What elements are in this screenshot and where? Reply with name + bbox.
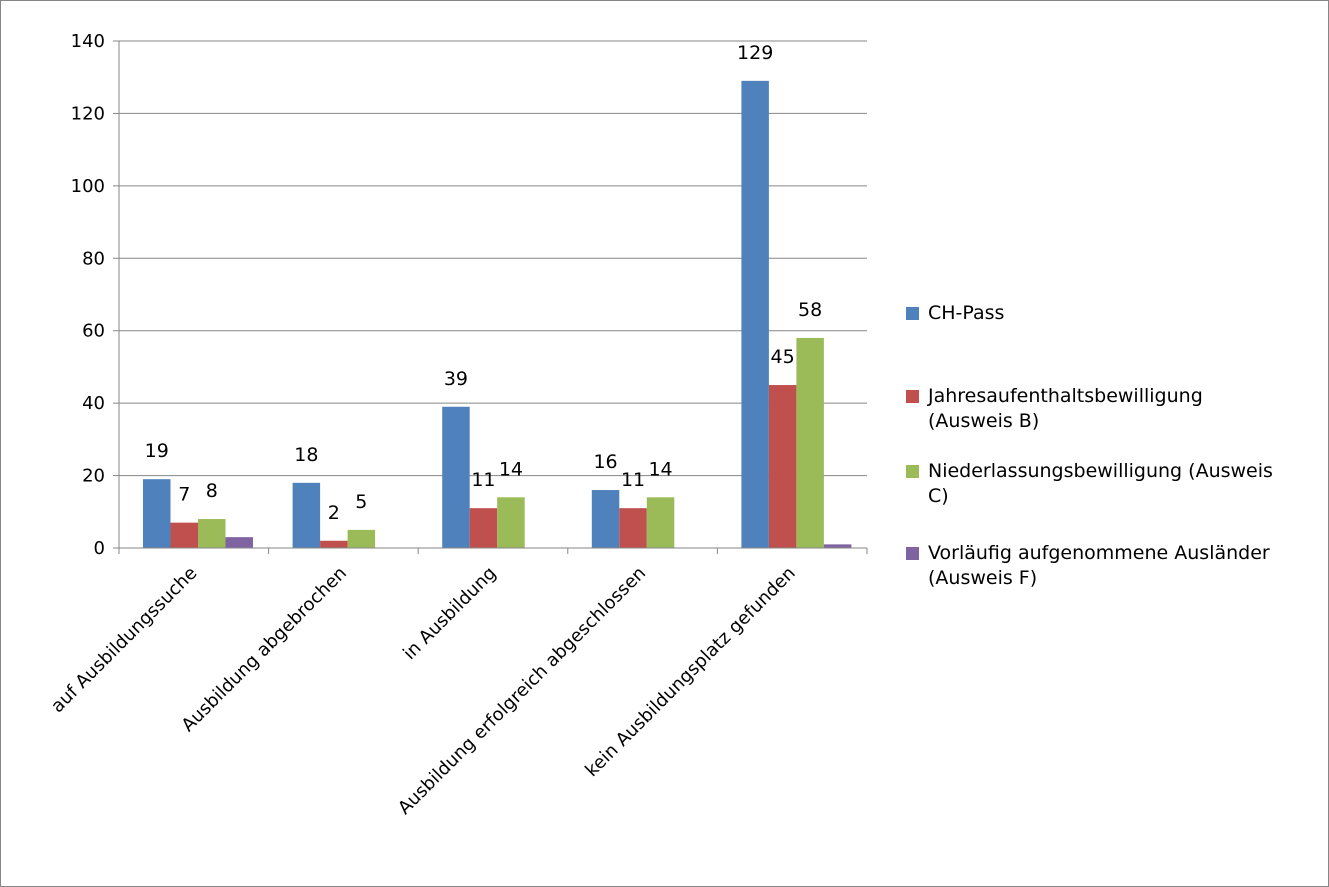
legend-item: Jahresaufenthaltsbewilligung (Ausweis B) [906, 384, 1329, 434]
bar-0-0 [143, 479, 171, 548]
bar-4-3 [823, 544, 852, 548]
bar-4-1 [768, 385, 797, 548]
y-tick-label: 20 [82, 466, 105, 487]
gridlines [119, 40, 867, 477]
bar-1-2 [347, 529, 376, 548]
data-label: 19 [145, 440, 169, 462]
category-label: in Ausbildung [399, 563, 500, 664]
data-label: 58 [798, 299, 822, 321]
data-label: 129 [737, 42, 773, 64]
bar-3-0 [591, 490, 620, 548]
data-label: 18 [294, 444, 318, 466]
bar-0-3 [225, 537, 253, 548]
y-tick-label: 100 [71, 176, 105, 197]
y-tick-label: 0 [94, 538, 105, 559]
bar-2-1 [469, 508, 498, 548]
bar-2-2 [497, 497, 525, 548]
data-label: 8 [206, 480, 218, 502]
bar-3-1 [619, 508, 647, 548]
data-label: 2 [328, 502, 340, 524]
bar-0-2 [198, 519, 226, 548]
legend-swatch [906, 307, 919, 320]
data-label: 11 [621, 469, 645, 491]
category-label: Ausbildung erfolgreich abgeschlossen [394, 563, 650, 819]
data-label: 14 [648, 458, 672, 480]
legend-label: Vorläufig aufgenommene Ausländer (Ausweis… [928, 542, 1270, 589]
data-label: 5 [355, 491, 367, 513]
legend-label: Jahresaufenthaltsbewilligung (Ausweis B) [928, 385, 1203, 432]
data-label: 7 [178, 484, 190, 506]
category-label: Ausbildung abgebrochen [178, 563, 351, 736]
category-label: auf Ausbildungssuche [47, 563, 201, 717]
bar-4-0 [741, 80, 769, 548]
legend-item: CH-Pass [906, 301, 1329, 326]
data-label: 11 [471, 469, 495, 491]
y-tick-label: 60 [82, 321, 105, 342]
data-label: 45 [771, 346, 795, 368]
bar-2-0 [442, 406, 470, 548]
bar-1-0 [292, 482, 321, 548]
legend-item: Vorläufig aufgenommene Ausländer (Ausweis… [906, 541, 1329, 591]
legend-swatch [906, 547, 919, 560]
bar-0-1 [170, 522, 198, 548]
legend-label: CH-Pass [928, 302, 1005, 324]
legend-swatch [906, 390, 919, 403]
legend-item: Niederlassungsbewilligung (Ausweis C) [906, 459, 1329, 509]
data-label: 14 [499, 458, 523, 480]
legend-label: Niederlassungsbewilligung (Ausweis C) [928, 460, 1273, 507]
bar-1-1 [320, 540, 348, 548]
axes [118, 41, 868, 554]
y-tick-label: 40 [82, 393, 105, 414]
y-tick-label: 120 [71, 103, 105, 124]
bars [143, 80, 852, 548]
bar-3-2 [646, 497, 675, 548]
data-label: 39 [444, 368, 468, 390]
y-tick-label: 140 [71, 31, 105, 52]
y-tick-label: 80 [82, 248, 105, 269]
y-axis-ticks: 0 20 40 60 80 100 120 140 [71, 31, 119, 559]
bar-4-2 [796, 337, 824, 548]
legend-swatch [906, 465, 919, 478]
data-label: 16 [593, 451, 617, 473]
